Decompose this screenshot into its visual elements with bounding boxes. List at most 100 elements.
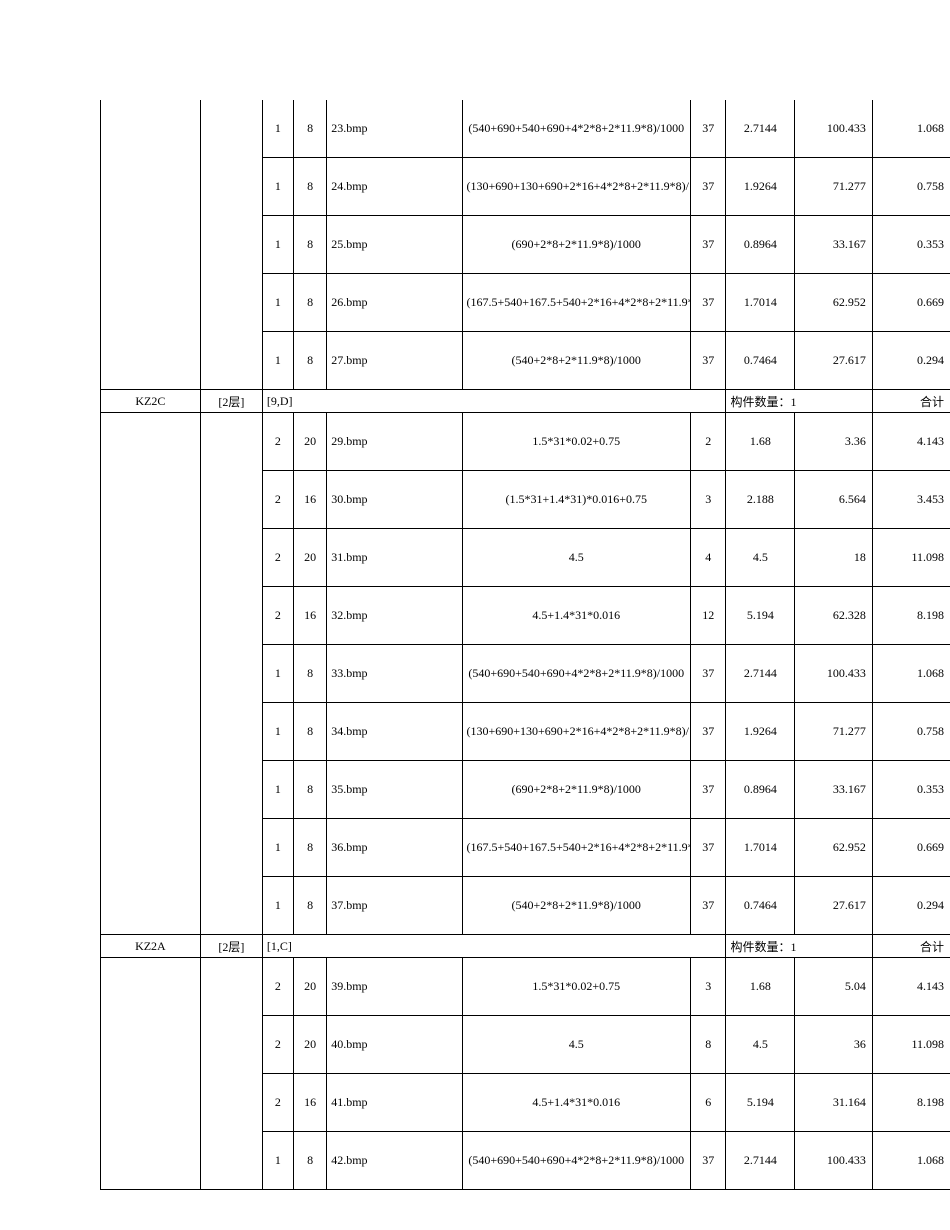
col-b: 8: [293, 877, 326, 935]
col-v1: 1.68: [726, 958, 795, 1016]
col-v3: 0.353: [872, 761, 950, 819]
col-v3: 0.294: [872, 332, 950, 390]
col-a: 1: [262, 1132, 293, 1190]
col-v1: 1.9264: [726, 158, 795, 216]
col-v1: 5.194: [726, 587, 795, 645]
col-v2: 5.04: [795, 958, 873, 1016]
col-file: 31.bmp: [327, 529, 462, 587]
table-row: 1823.bmp(540+690+540+690+4*2*8+2*11.9*8)…: [101, 100, 950, 158]
col-v3: 11.098: [872, 1016, 950, 1074]
col-expr: (167.5+540+167.5+540+2*16+4*2*8+2*11.9*8…: [462, 274, 690, 332]
col-expr: (540+2*8+2*11.9*8)/1000: [462, 332, 690, 390]
col-n: 37: [690, 1132, 725, 1190]
col-v2: 71.277: [795, 158, 873, 216]
col-n: 37: [690, 158, 725, 216]
col-v3: 1.068: [872, 645, 950, 703]
col-expr: 4.5: [462, 1016, 690, 1074]
col-expr: (690+2*8+2*11.9*8)/1000: [462, 761, 690, 819]
col-file: 27.bmp: [327, 332, 462, 390]
col-b: 16: [293, 471, 326, 529]
col-b: 8: [293, 645, 326, 703]
col-b: 8: [293, 819, 326, 877]
col-file: 36.bmp: [327, 819, 462, 877]
col-n: 37: [690, 703, 725, 761]
col-b: 20: [293, 529, 326, 587]
col-file: 30.bmp: [327, 471, 462, 529]
col-v1: 1.7014: [726, 274, 795, 332]
col-v3: 4.143: [872, 413, 950, 471]
col-v2: 18: [795, 529, 873, 587]
col-v3: 4.143: [872, 958, 950, 1016]
col-a: 1: [262, 761, 293, 819]
col-b: 8: [293, 1132, 326, 1190]
col-a: 1: [262, 877, 293, 935]
col-b: 16: [293, 587, 326, 645]
col-n: 12: [690, 587, 725, 645]
col-v3: 8.198: [872, 587, 950, 645]
col-n: 6: [690, 1074, 725, 1132]
col-n: 37: [690, 274, 725, 332]
col-v1: 1.9264: [726, 703, 795, 761]
col-v3: 8.198: [872, 1074, 950, 1132]
col-v3: 0.353: [872, 216, 950, 274]
col-file: 23.bmp: [327, 100, 462, 158]
col-v2: 33.167: [795, 761, 873, 819]
col-v1: 2.7144: [726, 645, 795, 703]
col-v3: 3.453: [872, 471, 950, 529]
col-expr: (540+690+540+690+4*2*8+2*11.9*8)/1000: [462, 100, 690, 158]
col-a: 1: [262, 819, 293, 877]
col-v1: 1.68: [726, 413, 795, 471]
col-b: 8: [293, 274, 326, 332]
col-n: 3: [690, 958, 725, 1016]
col-v1: 2.7144: [726, 100, 795, 158]
col-n: 37: [690, 645, 725, 703]
col-b: 8: [293, 216, 326, 274]
col-n: 2: [690, 413, 725, 471]
col-file: 29.bmp: [327, 413, 462, 471]
col-expr: 4.5+1.4*31*0.016: [462, 587, 690, 645]
col-v3: 11.098: [872, 529, 950, 587]
col-v3: 0.669: [872, 274, 950, 332]
col-v1: 0.8964: [726, 761, 795, 819]
col-b: 20: [293, 1016, 326, 1074]
col-n: 37: [690, 100, 725, 158]
col-v2: 31.164: [795, 1074, 873, 1132]
col-v2: 27.617: [795, 877, 873, 935]
col-file: 24.bmp: [327, 158, 462, 216]
col-b: 20: [293, 413, 326, 471]
col-v3: 1.068: [872, 1132, 950, 1190]
col-expr: 4.5: [462, 529, 690, 587]
col-n: 37: [690, 761, 725, 819]
col-v2: 100.433: [795, 100, 873, 158]
group-name: KZ2A: [101, 935, 201, 958]
col-file: 33.bmp: [327, 645, 462, 703]
col-expr: 1.5*31*0.02+0.75: [462, 413, 690, 471]
col-n: 37: [690, 216, 725, 274]
col-a: 2: [262, 958, 293, 1016]
col-n: 37: [690, 877, 725, 935]
col-a: 1: [262, 274, 293, 332]
col-expr: (1.5*31+1.4*31)*0.016+0.75: [462, 471, 690, 529]
col-b: 8: [293, 100, 326, 158]
col-v1: 4.5: [726, 529, 795, 587]
col-v3: 1.068: [872, 100, 950, 158]
group-name: KZ2C: [101, 390, 201, 413]
col-a: 1: [262, 216, 293, 274]
col-v1: 2.7144: [726, 1132, 795, 1190]
col-file: 35.bmp: [327, 761, 462, 819]
col-a: 2: [262, 471, 293, 529]
col-v1: 1.7014: [726, 819, 795, 877]
col-file: 37.bmp: [327, 877, 462, 935]
col-a: 2: [262, 1074, 293, 1132]
col-file: 25.bmp: [327, 216, 462, 274]
col-expr: (130+690+130+690+2*16+4*2*8+2*11.9*8)/10…: [462, 158, 690, 216]
col-expr: (167.5+540+167.5+540+2*16+4*2*8+2*11.9*8…: [462, 819, 690, 877]
col-a: 1: [262, 332, 293, 390]
group-total-label: 合计: [872, 390, 950, 413]
col-v2: 6.564: [795, 471, 873, 529]
col-v1: 2.188: [726, 471, 795, 529]
col-v1: 4.5: [726, 1016, 795, 1074]
group-floor: [2层]: [200, 390, 262, 413]
col-a: 2: [262, 1016, 293, 1074]
col-b: 8: [293, 158, 326, 216]
